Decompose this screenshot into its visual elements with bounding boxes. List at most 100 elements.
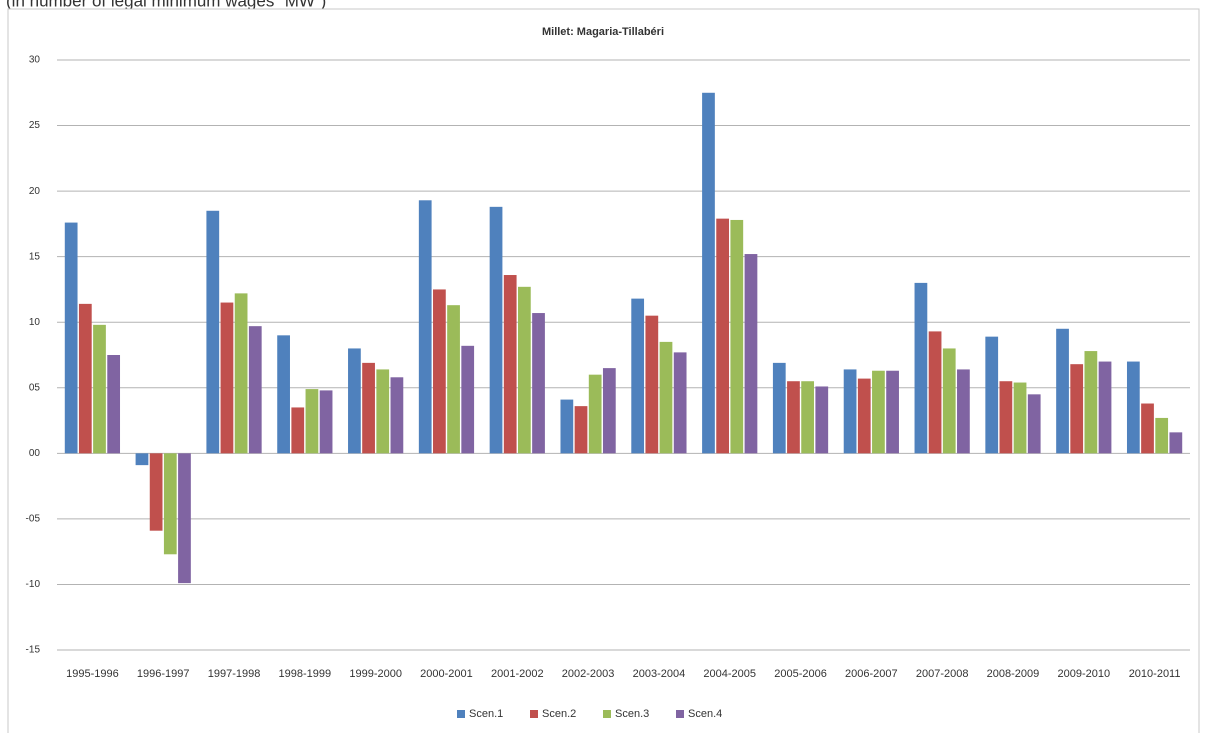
bar [914, 282, 928, 454]
y-tick-label: 05 [29, 382, 41, 393]
bar [277, 335, 290, 454]
bar [659, 341, 673, 454]
bar [348, 348, 361, 454]
legend-swatch [603, 710, 611, 718]
bar [957, 369, 970, 454]
bar [588, 374, 602, 454]
bar [319, 390, 333, 454]
bar [206, 210, 220, 454]
caption: (in number of legal minimum wages “MW”) [6, 0, 326, 10]
bar [716, 218, 730, 454]
legend-label: Scen.3 [615, 708, 649, 720]
x-tick-label: 2002-2003 [562, 668, 615, 680]
bar [1013, 382, 1027, 454]
bar [291, 407, 305, 454]
bar [645, 315, 659, 454]
x-tick-label: 1997-1998 [208, 668, 261, 680]
legend-label: Scen.4 [688, 708, 722, 720]
bar [178, 453, 191, 584]
bar [673, 352, 687, 454]
bar [985, 336, 999, 454]
x-tick-label: 2009-2010 [1057, 668, 1110, 680]
bar [305, 389, 319, 454]
bar [801, 381, 814, 454]
y-tick-label: 20 [29, 186, 41, 197]
x-tick-label: 2007-2008 [916, 668, 969, 680]
legend-swatch [530, 710, 538, 718]
bar [843, 369, 857, 454]
x-tick-label: 2008-2009 [987, 668, 1040, 680]
bar [376, 369, 390, 454]
y-tick-label: -05 [26, 514, 41, 525]
bar [517, 286, 531, 454]
x-tick-label: 2000-2001 [420, 668, 473, 680]
bar [560, 399, 574, 454]
bar [928, 331, 942, 454]
bar [886, 370, 899, 454]
x-tick-label: 2004-2005 [703, 668, 756, 680]
bar [857, 378, 871, 454]
y-tick-label: 25 [29, 120, 41, 131]
bar [248, 326, 262, 454]
bar [772, 362, 786, 454]
bar [1070, 364, 1084, 454]
bar [390, 377, 404, 454]
bar [631, 298, 645, 454]
y-tick-label: 00 [29, 448, 41, 459]
bar [1098, 361, 1112, 454]
bar [744, 254, 758, 454]
bar [149, 453, 163, 531]
x-tick-label: 2005-2006 [774, 668, 827, 680]
bar [433, 289, 446, 454]
bar [532, 313, 545, 454]
bar [135, 453, 149, 466]
bar [64, 222, 78, 454]
y-tick-label: 30 [29, 55, 41, 66]
bar [163, 453, 177, 555]
bar [602, 368, 616, 454]
y-tick-label: 15 [29, 251, 41, 262]
legend-swatch [676, 710, 684, 718]
bar [1056, 328, 1069, 454]
legend-label: Scen.2 [542, 708, 576, 720]
bar [702, 92, 715, 454]
bar [1027, 394, 1041, 454]
y-tick-label: -10 [26, 579, 41, 590]
bar [362, 362, 375, 454]
legend-swatch [457, 710, 465, 718]
x-tick-label: 2003-2004 [633, 668, 686, 680]
bar [78, 303, 92, 454]
x-tick-label: 1996-1997 [137, 668, 190, 680]
x-tick-label: 2006-2007 [845, 668, 898, 680]
bar [1169, 432, 1183, 454]
x-tick-label: 2010-2011 [1129, 668, 1181, 680]
x-tick-label: 2001-2002 [491, 668, 544, 680]
bar [942, 348, 956, 454]
bar [503, 275, 517, 454]
bar [107, 355, 121, 454]
bar [815, 386, 829, 454]
x-tick-label: 1998-1999 [279, 668, 332, 680]
bar [447, 305, 460, 454]
chart-title: Millet: Magaria-Tillabéri [542, 26, 664, 38]
bar [730, 219, 744, 454]
bar [461, 345, 475, 454]
x-tick-label: 1999-2000 [349, 668, 402, 680]
bar [1084, 351, 1098, 454]
y-tick-label: -15 [26, 645, 41, 656]
bar [1155, 417, 1169, 454]
legend-label: Scen.1 [469, 708, 503, 720]
bar [93, 324, 106, 454]
bar [1126, 361, 1140, 454]
bar [418, 200, 432, 454]
bar [872, 370, 885, 454]
bar [999, 381, 1013, 454]
bar [787, 381, 800, 454]
bar [220, 302, 234, 454]
bar [234, 293, 248, 454]
bar [574, 406, 588, 454]
bar [1141, 403, 1154, 454]
bar [489, 206, 503, 454]
